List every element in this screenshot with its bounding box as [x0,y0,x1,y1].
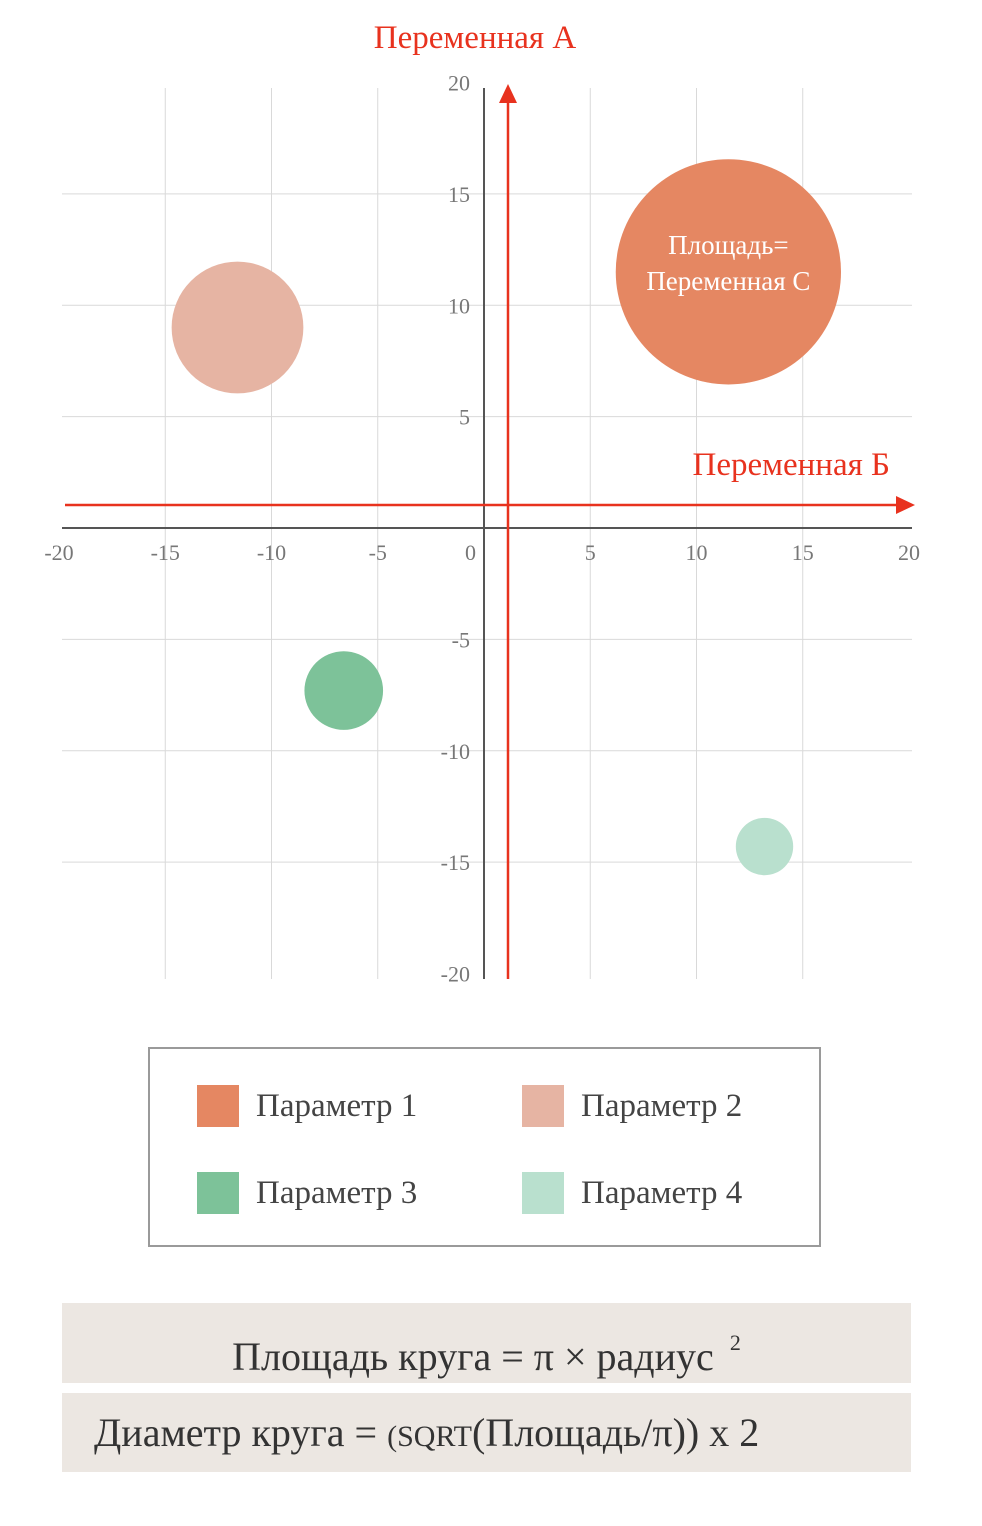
bubble-label: Переменная С [646,266,810,296]
x-tick-label: 20 [898,540,920,565]
bubbles: Площадь= Переменная С [171,159,841,876]
x-tick-label: 15 [792,540,814,565]
legend-label-4: Параметр 4 [581,1174,743,1211]
x-tick-label: 10 [686,540,708,565]
x-arrow-head [896,496,915,514]
bubble-2 [171,261,304,394]
x-tick-label: -20 [44,540,73,565]
diameter-formula-expr: (Площадь/π)) x 2 [471,1410,760,1455]
legend-swatch-4 [522,1172,564,1214]
bubble-1 [615,159,841,385]
legend-item: Параметр 4 [522,1172,742,1214]
y-axis-title: Переменная А [374,20,577,56]
legend-item: Параметр 3 [197,1172,417,1214]
legend-swatch-1 [197,1085,239,1127]
legend: Параметр 1 Параметр 2 Параметр 3 Парамет… [148,1047,821,1247]
y-arrow-head [499,84,517,103]
legend-item: Параметр 1 [197,1085,417,1127]
tick-labels: -20 -15 -10 -5 0 5 10 15 20 -20 -15 -10 -5 5 10 15 20 [44,71,920,987]
y-tick-label: -15 [441,850,470,875]
axis-titles: Переменная А Переменная Б [374,20,890,483]
area-formula-text: Площадь круга = π × радиус [232,1334,714,1379]
y-tick-label: 10 [448,293,470,318]
x-tick-label: -10 [257,540,286,565]
legend-swatch-3 [197,1172,239,1214]
y-tick-label: -20 [441,962,470,987]
diameter-formula: Диаметр круга = (SQRT(Площадь/π)) x 2 [62,1393,911,1472]
area-formula: Площадь круга = π × радиус 2 [62,1303,911,1383]
legend-swatch-2 [522,1085,564,1127]
x-tick-label: -5 [369,540,387,565]
x-tick-label: 0 [465,540,476,565]
bubble-4 [735,817,794,876]
legend-item: Параметр 2 [522,1085,742,1127]
x-axis-title: Переменная Б [692,447,890,483]
legend-label-1: Параметр 1 [256,1087,418,1124]
bubble-3 [304,651,384,730]
x-tick-label: 5 [585,540,596,565]
y-tick-label: 15 [448,182,470,207]
y-tick-label: 5 [459,405,470,430]
diameter-formula-label: Диаметр круга = [94,1410,388,1455]
x-tick-label: -15 [151,540,180,565]
bubble-label: Площадь= [668,230,789,260]
diameter-formula-sqrt: (SQRT [387,1420,472,1453]
legend-label-2: Параметр 2 [581,1087,743,1124]
bubble-chart: -20 -15 -10 -5 0 5 10 15 20 -20 -15 -10 -5 5 10 15 20 Пл… [44,20,920,987]
y-tick-label: -5 [452,627,470,652]
area-formula-exponent: 2 [729,1330,741,1355]
y-tick-label: 20 [448,71,470,96]
chart-axes [62,84,915,979]
y-tick-label: -10 [441,739,470,764]
legend-label-3: Параметр 3 [256,1174,418,1211]
